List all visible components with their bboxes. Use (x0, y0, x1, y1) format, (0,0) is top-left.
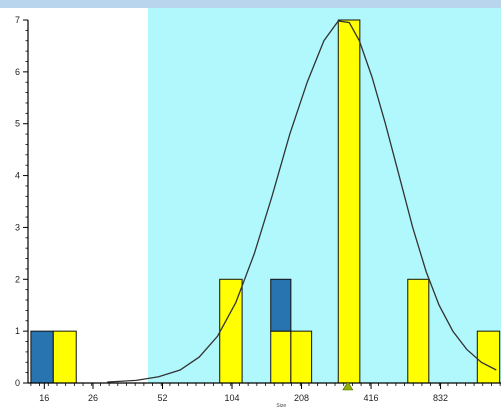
bar-7 (407, 278, 430, 384)
bar-1 (52, 330, 77, 384)
x-tick-label-208: 208 (294, 393, 309, 403)
fitted-curve (107, 20, 497, 383)
x-axis-title: Size (276, 403, 286, 409)
bar-6 (337, 19, 361, 384)
y-tick-label-4: 4 (15, 171, 20, 181)
bar-3 (270, 330, 292, 384)
bar-5 (290, 330, 313, 384)
x-tick-label-26: 26 (88, 393, 98, 403)
x-tick-label-104: 104 (225, 393, 240, 403)
y-tick-label-3: 3 (15, 222, 20, 232)
y-tick-label-2: 2 (15, 274, 20, 284)
bar-4 (270, 278, 292, 332)
bar-8 (476, 330, 501, 384)
x-tick-label-16: 16 (39, 393, 49, 403)
y-tick-label-0: 0 (15, 378, 20, 388)
x-tick-label-416: 416 (364, 393, 379, 403)
top-strip (0, 0, 501, 8)
marker-triangle (342, 381, 354, 391)
bar-0 (30, 330, 54, 384)
x-tick-label-832: 832 (433, 393, 448, 403)
y-tick-label-5: 5 (15, 119, 20, 129)
highlight-region (148, 8, 501, 383)
y-tick-label-1: 1 (15, 326, 20, 336)
x-tick-label-52: 52 (157, 393, 167, 403)
y-tick-label-6: 6 (15, 67, 20, 77)
y-tick-label-7: 7 (15, 15, 20, 25)
